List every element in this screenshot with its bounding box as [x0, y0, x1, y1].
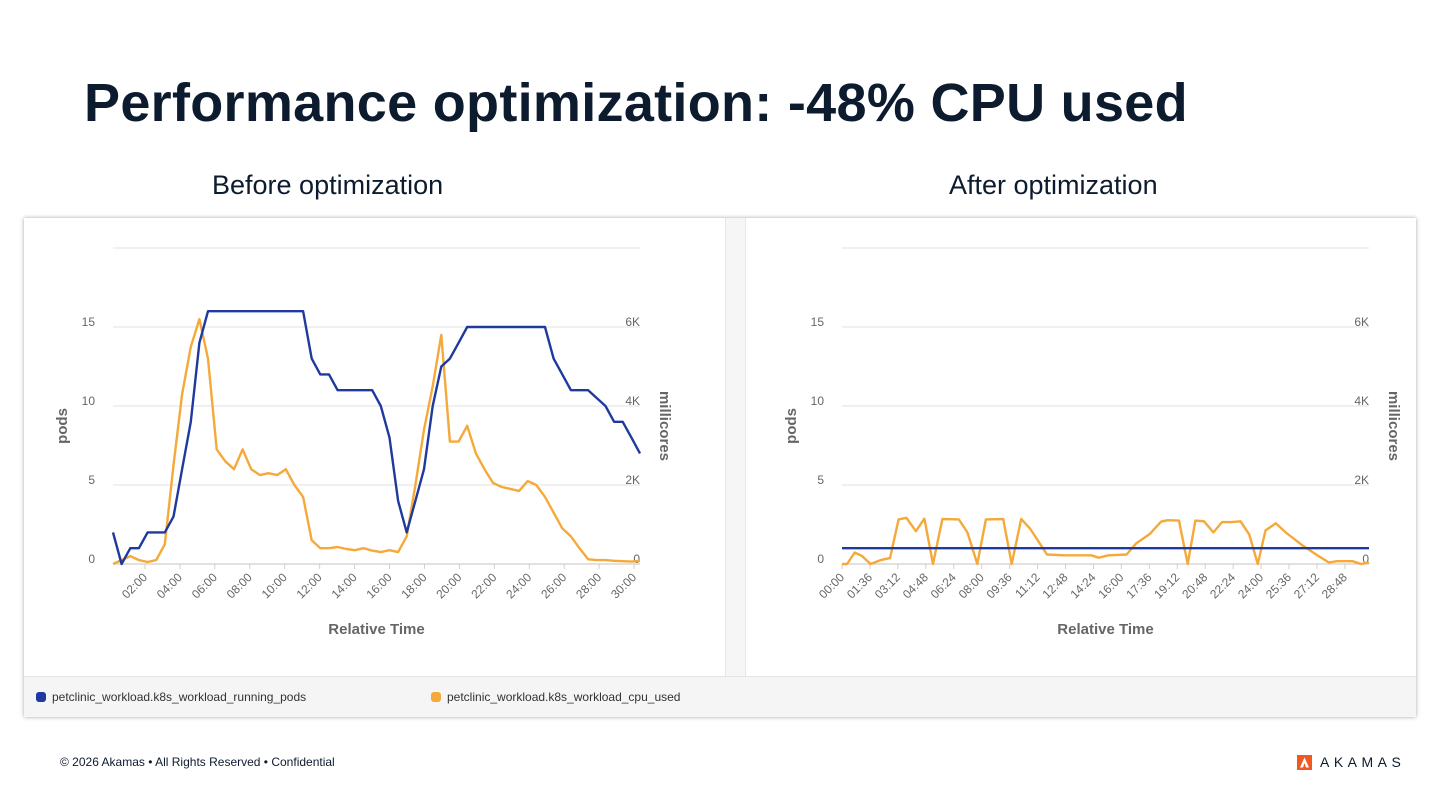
series-line-cpu-used — [842, 516, 1370, 566]
x-tick-label: 01:36 — [844, 570, 875, 601]
after-chart-panel: 0 5 10 15 0 2K 4K 6K 00:00 01:36 03:12 04:48 06:24 08… — [746, 218, 1416, 676]
x-tick-label: 19:12 — [1151, 570, 1182, 601]
x-tick-label: 20:48 — [1179, 570, 1210, 601]
x-tick-label: 20:00 — [433, 570, 464, 601]
y2-axis-title: millicores — [1385, 391, 1402, 461]
y-tick-label: 5 — [88, 473, 95, 487]
chart-legend: petclinic_workload.k8s_workload_running_… — [24, 676, 1416, 717]
x-tick-label: 08:00 — [224, 570, 255, 601]
y-tick-label: 15 — [82, 315, 96, 329]
x-tick-label: 16:00 — [363, 570, 394, 601]
before-chart-panel: 0 5 10 15 0 2K 4K 6K 02:00 04:00 06:00 08:00 10:00 12… — [24, 218, 725, 676]
x-tick-label: 24:00 — [1235, 570, 1266, 601]
x-tick-label: 02:00 — [119, 570, 150, 601]
x-tick-label: 12:48 — [1039, 570, 1070, 601]
x-tick-label: 11:12 — [1012, 570, 1043, 601]
y-tick-label: 5 — [817, 473, 824, 487]
x-tick-label: 14:24 — [1067, 570, 1098, 601]
legend-label: petclinic_workload.k8s_workload_running_… — [52, 690, 307, 704]
logo-text: AKAMAS — [1320, 754, 1406, 770]
y2-tick-label: 6K — [625, 315, 640, 329]
x-axis-title: Relative Time — [1057, 621, 1153, 638]
x-tick-label: 00:00 — [816, 570, 847, 601]
legend-swatch-cpu — [431, 692, 441, 702]
akamas-logo: AKAMAS — [1297, 754, 1405, 770]
y-axis-title: pods — [783, 408, 800, 444]
y2-axis-title: millicores — [656, 391, 673, 461]
x-tick-label: 30:00 — [608, 570, 639, 601]
y-tick-label: 15 — [811, 315, 825, 329]
x-tick-label: 18:00 — [398, 570, 429, 601]
after-chart-title: After optimization — [949, 170, 1158, 200]
after-chart: 0 5 10 15 0 2K 4K 6K 00:0001:3603:1204:4806:2408… — [783, 247, 1402, 638]
y-tick-label: 0 — [88, 552, 95, 566]
y2-tick-label: 4K — [1354, 394, 1369, 408]
y2-tick-label: 0 — [633, 552, 640, 566]
slide-title: Performance optimization: -48% CPU used — [84, 73, 1188, 133]
legend-swatch-pods — [36, 692, 46, 702]
x-tick-label: 03:12 — [872, 570, 903, 601]
before-chart: 0 5 10 15 0 2K 4K 6K 02:00 04:00 06:00 08:00 10:00 12… — [54, 247, 673, 638]
x-tick-label: 16:00 — [1095, 570, 1126, 601]
x-tick-label: 28:48 — [1319, 570, 1350, 601]
x-tick-label: 22:00 — [468, 570, 499, 601]
series-line-cpu-used — [112, 317, 641, 566]
x-axis-title: Relative Time — [328, 621, 424, 638]
before-chart-title: Before optimization — [212, 170, 444, 200]
y-axis-title: pods — [54, 408, 71, 444]
legend-item-running-pods[interactable]: petclinic_workload.k8s_workload_running_… — [36, 690, 306, 704]
x-tick-label: 14:00 — [329, 570, 360, 601]
series-line-running-pods — [111, 309, 642, 566]
x-tick-label: 22:24 — [1207, 570, 1238, 601]
x-tick-label: 06:00 — [189, 570, 220, 601]
y2-tick-label: 6K — [1354, 315, 1369, 329]
x-tick-label: 28:00 — [573, 570, 604, 601]
x-tick-label: 04:00 — [154, 570, 185, 601]
akamas-logo-icon — [1297, 754, 1312, 770]
y2-tick-label: 2K — [625, 473, 640, 487]
y-tick-label: 0 — [817, 552, 824, 566]
y2-tick-label: 0 — [1362, 552, 1369, 566]
y-tick-label: 10 — [82, 394, 96, 408]
x-tick-label: 08:00 — [956, 570, 987, 601]
x-tick-label: 27:12 — [1291, 570, 1322, 601]
y-tick-label: 10 — [811, 394, 825, 408]
footer-copyright: © 2026 Akamas • All Rights Reserved • Co… — [60, 755, 335, 769]
x-tick-label: 10:00 — [259, 570, 290, 601]
y2-tick-label: 4K — [625, 394, 640, 408]
x-tick-label: 24:00 — [503, 570, 534, 601]
panel-divider — [725, 218, 746, 676]
x-tick-label: 04:48 — [900, 570, 931, 601]
legend-label: petclinic_workload.k8s_workload_cpu_used — [447, 690, 681, 704]
x-tick-label: 26:00 — [538, 570, 569, 601]
x-tick-label: 06:24 — [928, 570, 959, 601]
y2-tick-label: 2K — [1354, 473, 1369, 487]
x-tick-label: 17:36 — [1123, 570, 1154, 601]
x-tick-label: 25:36 — [1263, 570, 1294, 601]
legend-item-cpu-used[interactable]: petclinic_workload.k8s_workload_cpu_used — [431, 690, 680, 704]
x-tick-label: 12:00 — [294, 570, 325, 601]
x-tick-label: 09:36 — [984, 570, 1015, 601]
